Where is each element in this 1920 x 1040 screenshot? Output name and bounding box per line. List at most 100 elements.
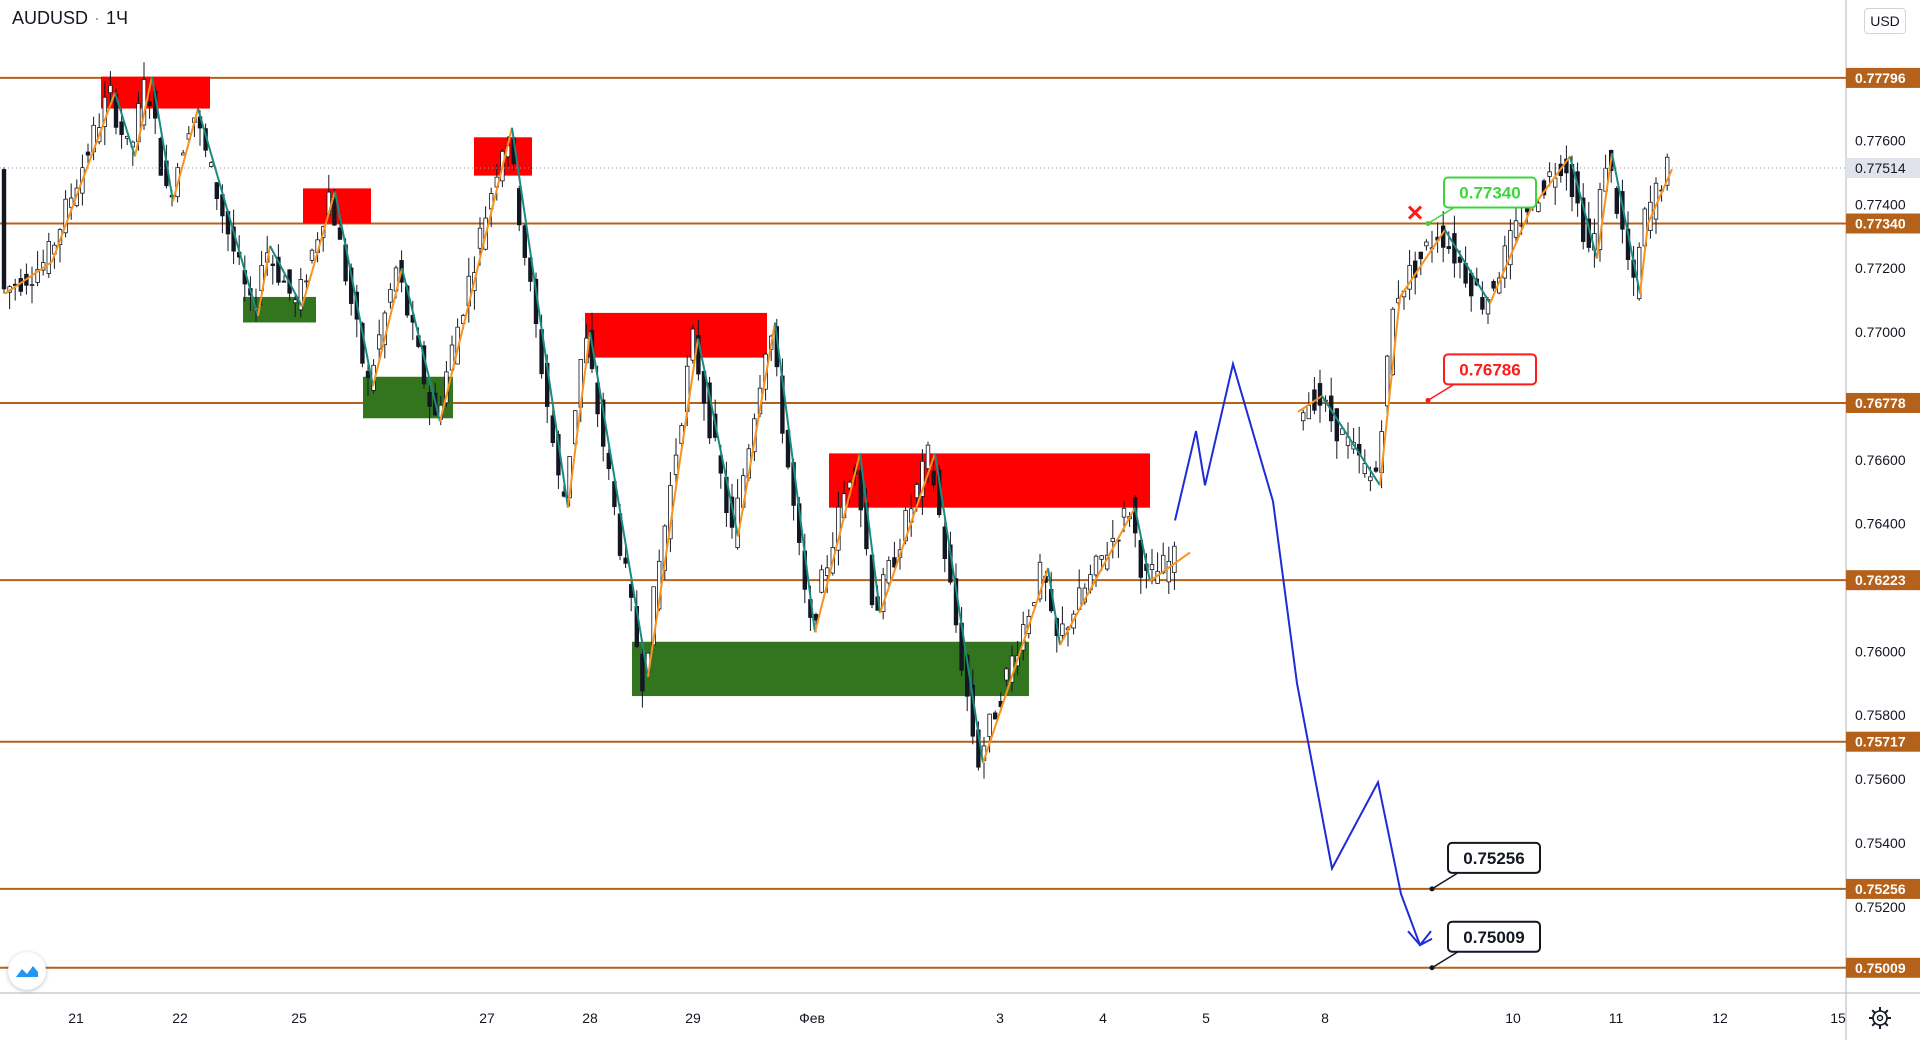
time-tick-label: 27: [479, 1010, 495, 1026]
time-tick-label: 12: [1712, 1010, 1728, 1026]
candle-body: [1037, 561, 1043, 600]
level-price-label: 0.75009: [1855, 960, 1906, 976]
supply-zone: [829, 453, 1150, 508]
candle-body: [35, 269, 40, 283]
candle-body: [1301, 412, 1306, 422]
candle-body: [214, 182, 219, 199]
zigzag-leg: [1149, 551, 1191, 582]
callout-label: 0.77340: [1459, 184, 1520, 203]
candle-body: [1491, 281, 1496, 289]
zigzag-leg: [4, 260, 53, 295]
level-price-tag: [1846, 731, 1920, 752]
candle-body: [477, 227, 483, 249]
price-tick-label: 0.77000: [1855, 324, 1906, 340]
zigzag-leg: [1489, 210, 1531, 304]
candle-body: [304, 280, 309, 283]
zigzag-leg: [1047, 568, 1061, 646]
callout-box: [1447, 920, 1541, 953]
callout-pointer: [1431, 951, 1459, 969]
tradingview-logo-icon[interactable]: [8, 952, 46, 990]
zigzag-lines: [4, 76, 1673, 764]
candle-body: [1581, 197, 1586, 242]
zigzag-leg: [439, 127, 513, 422]
callout-anchor: [1429, 965, 1435, 971]
current-price-tag: [1846, 157, 1920, 178]
level-price-tag: [1846, 957, 1920, 978]
symbol-name: AUDUSD: [12, 8, 89, 28]
candle-body: [886, 560, 891, 584]
price-tick-label: 0.75600: [1855, 771, 1906, 787]
time-tick-label: 25: [291, 1010, 307, 1026]
time-tick-label: 8: [1321, 1010, 1329, 1026]
close-marker-icon: [1407, 205, 1423, 220]
candle-body: [987, 713, 992, 738]
candle-body: [63, 198, 68, 234]
zigzag-leg: [301, 191, 336, 307]
price-callouts: 0.77340 0.76786 0.75256 0.75009: [1407, 176, 1541, 971]
zigzag-leg: [1379, 296, 1401, 486]
zigzag-leg: [1569, 156, 1598, 259]
price-tick-label: 0.76600: [1855, 452, 1906, 468]
candle-body: [427, 392, 432, 407]
candle-body: [119, 121, 124, 136]
price-tick-label: 0.75800: [1855, 707, 1906, 723]
candle-body: [517, 188, 522, 226]
level-price-tag: [1846, 213, 1920, 234]
candle-body: [180, 152, 186, 156]
candle-body: [707, 382, 712, 439]
level-price-label: 0.77796: [1855, 70, 1906, 86]
candle-body: [29, 284, 35, 286]
callout-pointer: [1427, 206, 1455, 225]
candle-body: [1373, 467, 1379, 472]
time-tick-label: 28: [582, 1010, 598, 1026]
level-price-label: 0.76778: [1855, 395, 1906, 411]
callout-label: 0.75009: [1463, 928, 1524, 947]
forecast-arrowhead: [1407, 930, 1432, 947]
time-tick-label: 11: [1609, 1010, 1624, 1026]
time-tick-label: 21: [68, 1010, 84, 1026]
zigzag-leg: [372, 267, 403, 387]
level-price-tag: [1846, 392, 1920, 413]
zigzag-leg: [589, 331, 649, 678]
callout-anchor: [1425, 221, 1431, 227]
time-tick-label: Фев: [799, 1010, 825, 1026]
candle-body: [1457, 256, 1463, 263]
zigzag-leg: [859, 453, 881, 614]
candle-body: [1536, 202, 1541, 212]
callout-box: [1443, 353, 1537, 386]
candle-body: [1004, 668, 1009, 681]
support-resistance-levels: [0, 76, 1846, 969]
interval-label: 1Ч: [106, 8, 129, 28]
candle-body: [522, 225, 527, 258]
price-axis: 0.77600 0.77400 0.77200 0.77000 0.76600 0.764…: [0, 67, 1920, 978]
level-price-tag: [1846, 878, 1920, 899]
candle-body: [931, 470, 936, 486]
callout-box: [1447, 841, 1541, 874]
candle-body: [673, 454, 679, 475]
candle-body: [1513, 220, 1519, 238]
candle-body: [1166, 560, 1171, 583]
candle-body: [108, 85, 113, 94]
symbol-title[interactable]: AUDUSD · 1Ч: [12, 8, 128, 29]
time-tick-label: 3: [996, 1010, 1004, 1026]
zigzag-leg: [1297, 395, 1323, 413]
currency-button[interactable]: USD: [1864, 8, 1906, 34]
candle-body: [388, 289, 393, 303]
zigzag-leg: [257, 245, 271, 317]
candle-body: [735, 497, 740, 548]
gear-icon[interactable]: [1866, 1004, 1894, 1032]
zigzag-leg: [1647, 168, 1673, 224]
candle-body: [1480, 297, 1485, 310]
zigzag-leg: [1611, 153, 1641, 294]
candle-body: [892, 557, 897, 568]
level-price-label: 0.75256: [1855, 881, 1906, 897]
candle-body: [1317, 383, 1323, 406]
zigzag-leg: [269, 245, 303, 307]
candle-body: [85, 151, 91, 156]
candle-body: [1564, 158, 1569, 174]
candle-body: [1060, 623, 1065, 636]
candle-body: [1424, 241, 1429, 247]
price-tick-label: 0.76000: [1855, 643, 1906, 659]
candle-body: [920, 460, 925, 497]
